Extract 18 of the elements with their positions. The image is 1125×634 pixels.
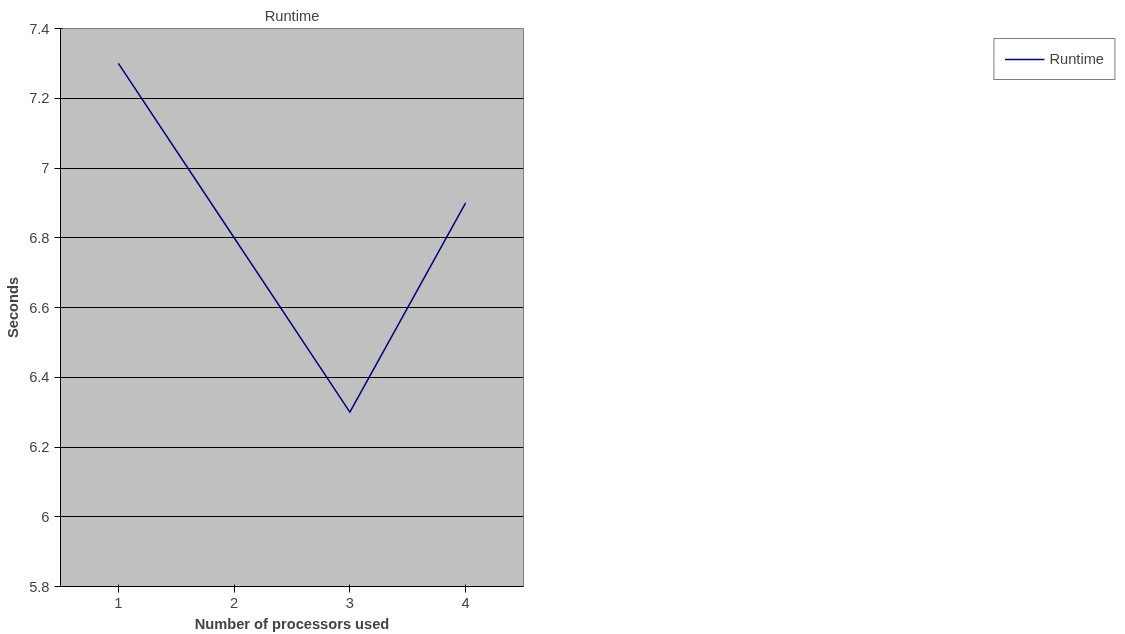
legend-label: Runtime bbox=[1049, 51, 1104, 67]
y-tick-label: 6 bbox=[41, 508, 50, 525]
x-tick-label: 1 bbox=[114, 594, 123, 611]
y-tick-label: 6.6 bbox=[29, 299, 50, 316]
y-tick-label: 7 bbox=[41, 160, 50, 176]
chart-title: Runtime bbox=[264, 7, 320, 24]
y-axis-title: Seconds bbox=[5, 276, 22, 339]
x-axis-title: Number of processors used bbox=[194, 615, 390, 632]
x-tick-label: 4 bbox=[461, 594, 470, 611]
y-tick-label: 6.2 bbox=[29, 439, 50, 455]
y-tick-label: 5.8 bbox=[29, 578, 50, 595]
x-tick-label: 2 bbox=[230, 594, 239, 611]
y-tick-label: 6.8 bbox=[29, 229, 50, 246]
y-tick-label: 7.2 bbox=[29, 90, 50, 107]
y-tick-label: 7.4 bbox=[29, 20, 50, 37]
line-series bbox=[117, 62, 467, 413]
y-tick-label: 6.4 bbox=[29, 369, 50, 386]
x-tick-label: 3 bbox=[345, 594, 354, 611]
